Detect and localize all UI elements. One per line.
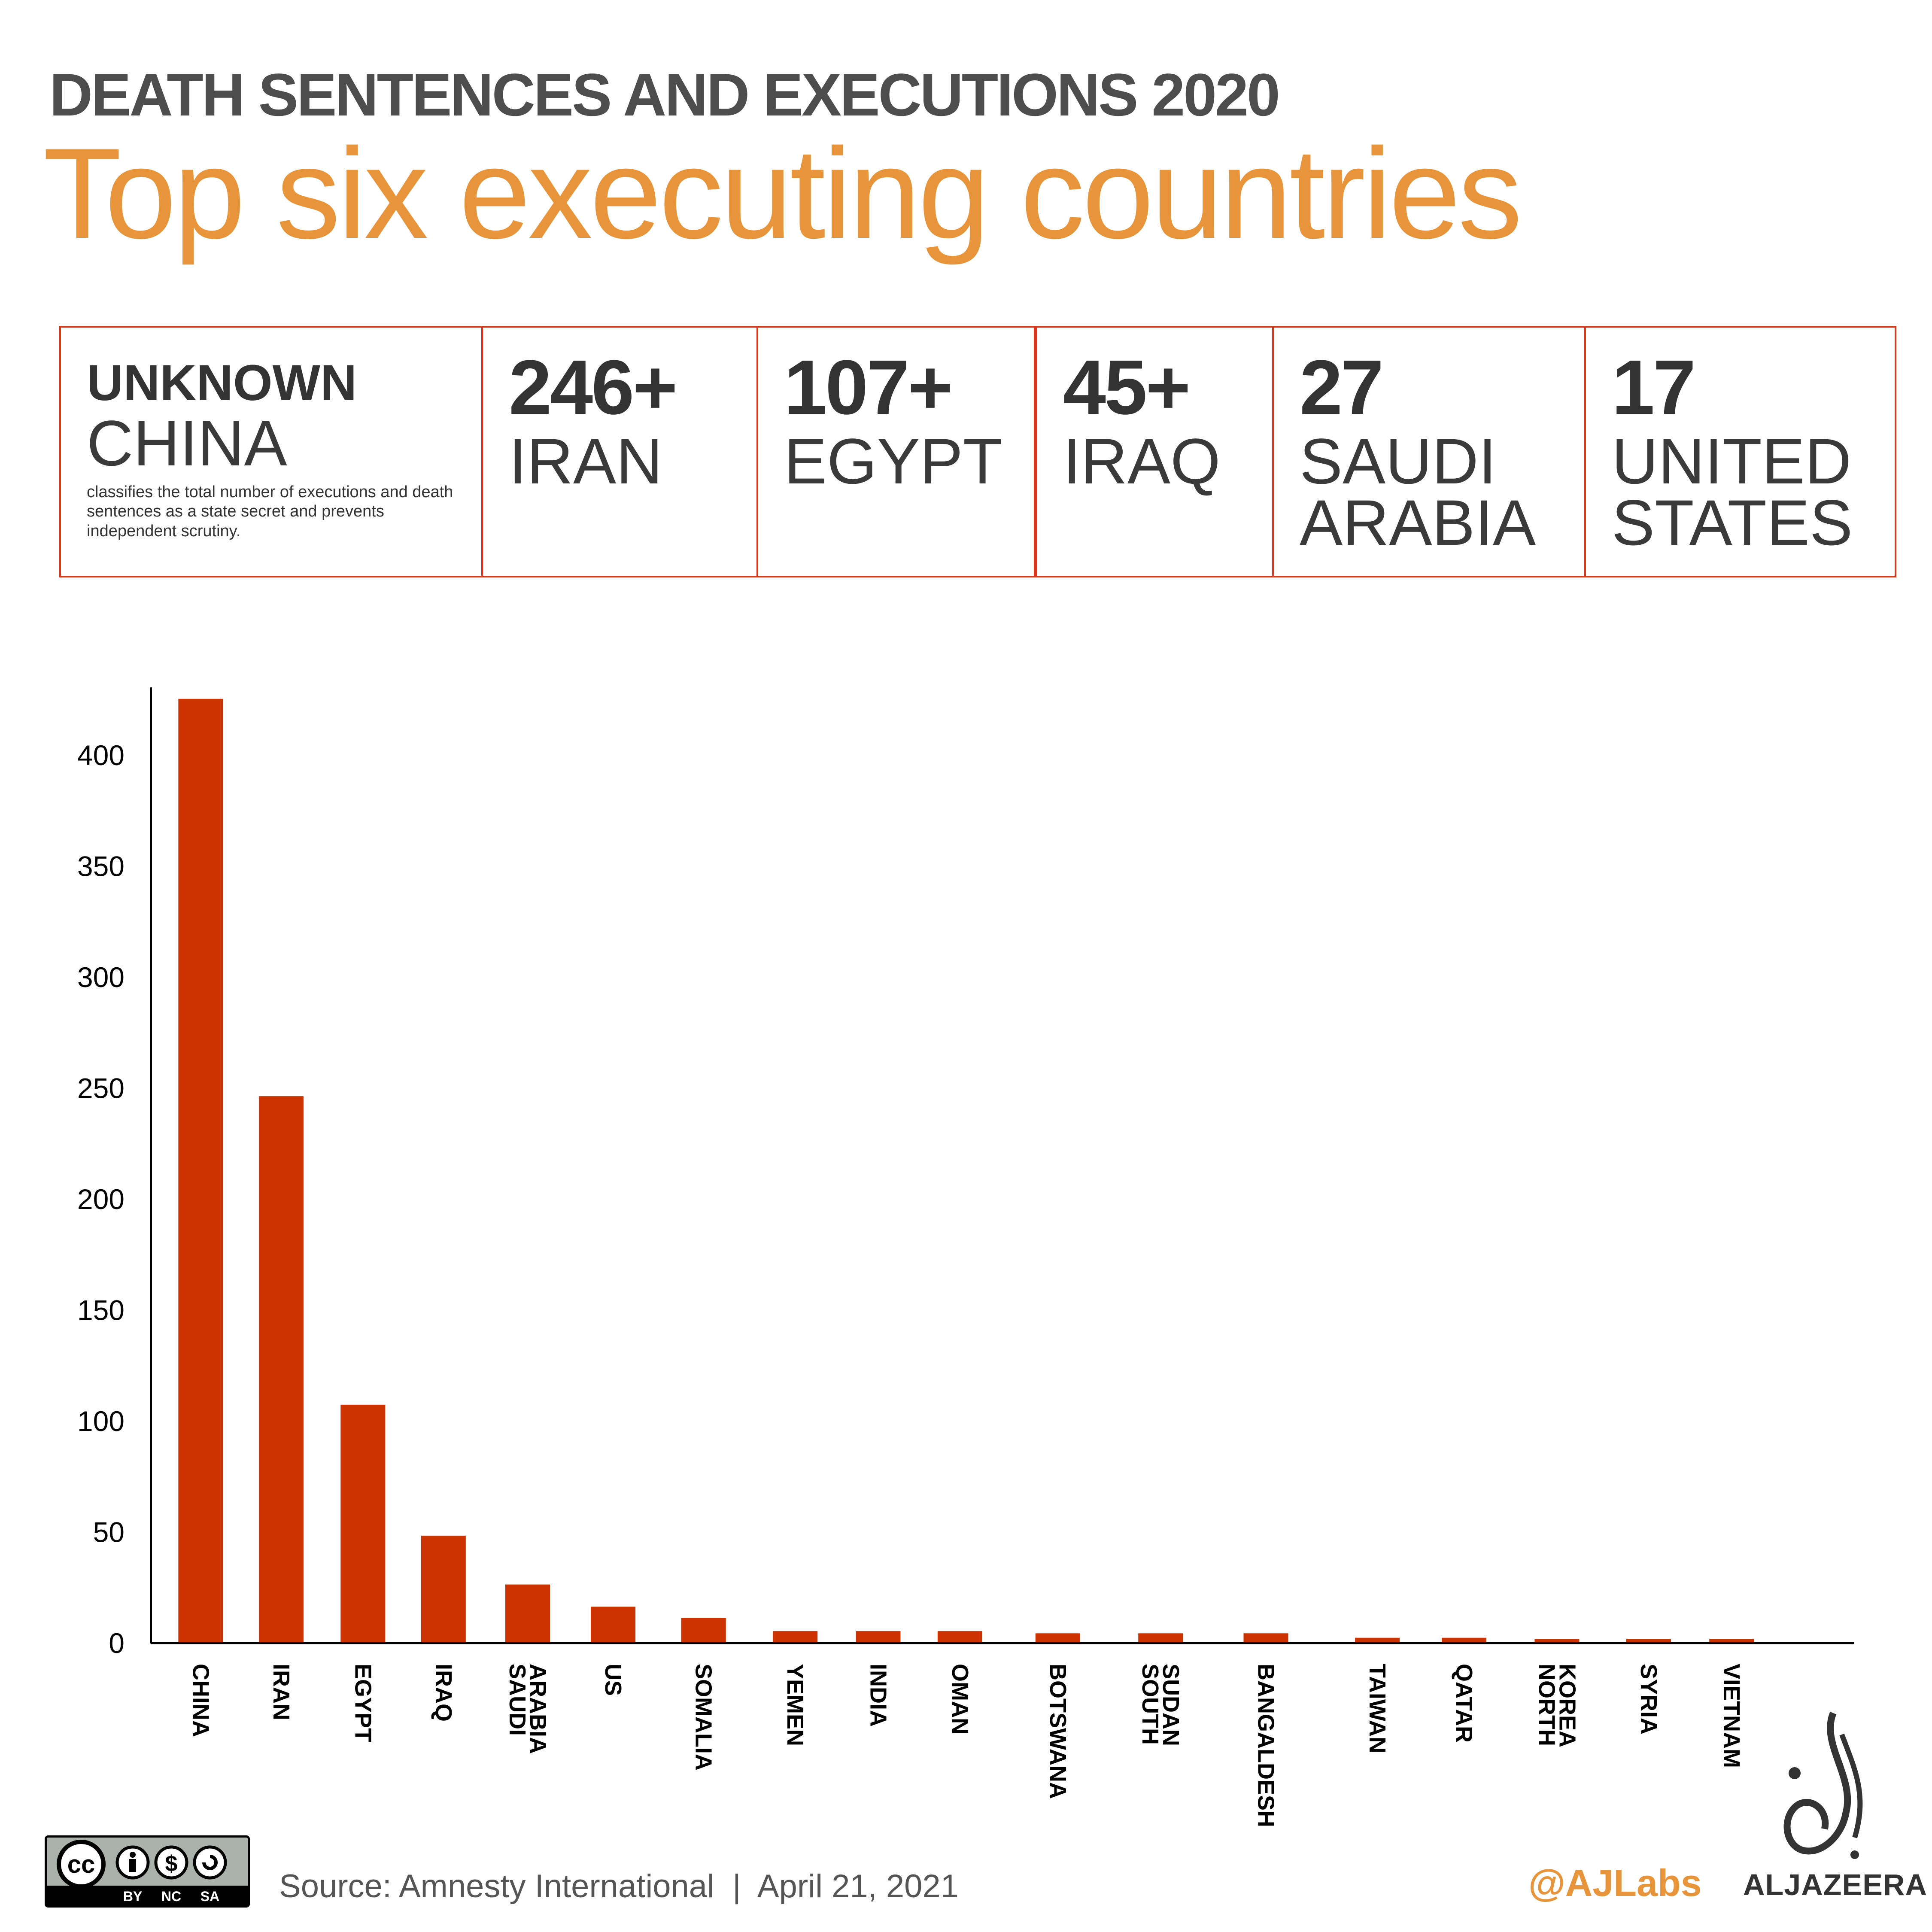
bar-north-korea: [1534, 1639, 1580, 1642]
nc-icon: [154, 1845, 188, 1880]
y-tick-label: 50: [93, 1516, 125, 1548]
x-tick-label: IRAN: [268, 1664, 294, 1720]
bar-oman: [937, 1631, 982, 1642]
bar-yemen: [773, 1631, 818, 1642]
stat-note: classifies the total number of execution…: [87, 483, 453, 540]
sa-icon: [193, 1845, 227, 1880]
bar-qatar: [1442, 1637, 1487, 1642]
x-tick-label: CHINA: [188, 1664, 213, 1737]
x-tick-label: YEMEN: [782, 1664, 808, 1746]
cc-icon: [57, 1840, 106, 1889]
stat-country: IRAN: [509, 425, 663, 497]
bar-china: [178, 699, 223, 1642]
x-tick-label: QATAR: [1451, 1664, 1477, 1743]
x-tick-label: BOTSWANA: [1045, 1664, 1071, 1799]
y-tick-label: 200: [77, 1183, 125, 1215]
x-tick-label: US: [600, 1664, 626, 1696]
x-tick-label: OMAN: [947, 1664, 973, 1735]
aljazeera-wordmark: ALJAZEERA: [1743, 1868, 1928, 1902]
source-text: Source: Amnesty International | April 21…: [279, 1868, 959, 1905]
stat-country: IRAQ: [1063, 425, 1221, 497]
svg-text:BY: BY: [123, 1889, 142, 1904]
y-tick-label: 0: [109, 1627, 125, 1659]
svg-text:$: $: [165, 1851, 178, 1876]
svg-text:cc: cc: [67, 1850, 95, 1878]
subtitle: Top six executing countries: [43, 121, 1522, 265]
bar-india: [856, 1631, 901, 1642]
bar-iraq: [421, 1535, 466, 1642]
x-tick-label: SOMALIA: [691, 1664, 717, 1771]
bar-taiwan: [1355, 1637, 1400, 1642]
stat-country: UNITED STATES: [1612, 425, 1853, 559]
y-tick-label: 400: [77, 739, 125, 771]
y-tick-label: 100: [77, 1405, 125, 1437]
x-tick-label: IRAQ: [431, 1664, 456, 1722]
bar-iran: [258, 1096, 304, 1642]
stat-box-egypt: 107+ EGYPT: [756, 326, 1036, 577]
stat-country: CHINA: [87, 407, 287, 479]
stat-value: 45+: [1063, 344, 1191, 431]
x-tick-label: INDIA: [865, 1664, 891, 1727]
cc-license-badge: cc $ BY NC SA: [45, 1835, 250, 1908]
stat-country: SAUDI ARABIA: [1300, 425, 1536, 559]
ajlabs-handle: @AJLabs: [1528, 1862, 1702, 1904]
x-tick-label: VIETNAM: [1719, 1664, 1744, 1768]
x-tick-label: NORTHKOREA: [1534, 1664, 1580, 1747]
stat-value: 27: [1300, 344, 1384, 431]
stat-value: 107+: [784, 344, 953, 431]
bar-egypt: [340, 1404, 386, 1642]
x-tick-label: SAUDIARABIA: [504, 1664, 551, 1754]
bar-us: [591, 1607, 636, 1642]
bar-saudi-arabia: [505, 1584, 550, 1642]
x-tick-label: BANGALDESH: [1253, 1664, 1279, 1827]
stat-country: EGYPT: [784, 425, 1002, 497]
stat-value: 246+: [509, 344, 677, 431]
title: DEATH SENTENCES AND EXECUTIONS 2020: [49, 61, 1280, 128]
x-tick-label: EGYPT: [350, 1664, 376, 1742]
y-tick-label: 300: [77, 961, 125, 993]
stat-box-united-states: 17 UNITED STATES: [1584, 326, 1896, 577]
stat-box-china: UNKNOWN CHINA classifies the total numbe…: [59, 326, 483, 577]
x-tick-label: TAIWAN: [1364, 1664, 1390, 1753]
y-tick-label: 150: [77, 1294, 125, 1326]
stat-box-iraq: 45+ IRAQ: [1036, 326, 1274, 577]
bar-botswana: [1035, 1633, 1080, 1642]
x-tick-label: SYRIA: [1636, 1664, 1662, 1735]
bar-vietnam: [1709, 1639, 1754, 1642]
y-tick-label: 250: [77, 1072, 125, 1104]
bar-syria: [1626, 1639, 1671, 1642]
svg-text:SA: SA: [200, 1889, 219, 1904]
stat-value: 17: [1612, 344, 1696, 431]
y-tick-label: 350: [77, 851, 125, 882]
x-tick-label: SOUTHSUDAN: [1137, 1664, 1184, 1746]
stat-value: UNKNOWN: [87, 355, 357, 411]
bar-south-sudan: [1138, 1633, 1183, 1642]
svg-text:NC: NC: [161, 1889, 181, 1904]
bar-bangaldesh: [1243, 1633, 1288, 1642]
aljazeera-logo-icon: [1783, 1711, 1863, 1859]
bar-somalia: [681, 1618, 726, 1642]
